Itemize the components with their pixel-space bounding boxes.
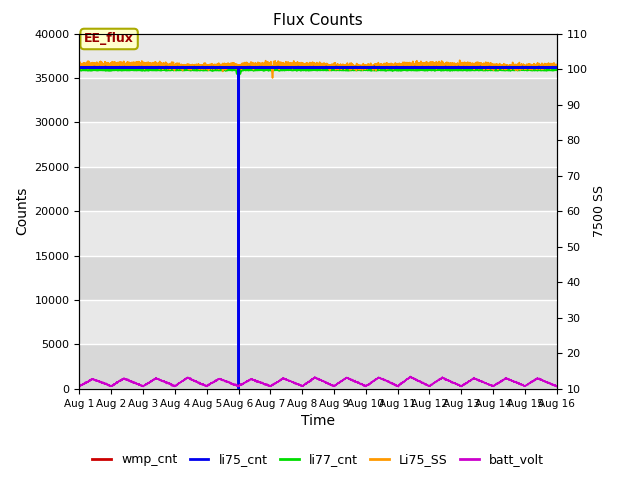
Bar xyxy=(79,78,557,122)
Bar xyxy=(79,167,557,211)
Bar xyxy=(79,211,557,255)
Bar xyxy=(79,34,557,78)
X-axis label: Time: Time xyxy=(301,414,335,428)
Bar xyxy=(79,300,557,345)
Y-axis label: 7500 SS: 7500 SS xyxy=(593,185,606,237)
Bar xyxy=(79,345,557,389)
Legend: wmp_cnt, li75_cnt, li77_cnt, Li75_SS, batt_volt: wmp_cnt, li75_cnt, li77_cnt, Li75_SS, ba… xyxy=(87,448,549,471)
Y-axis label: Counts: Counts xyxy=(15,187,29,235)
Bar xyxy=(79,122,557,167)
Title: Flux Counts: Flux Counts xyxy=(273,13,363,28)
Bar xyxy=(79,255,557,300)
Text: EE_flux: EE_flux xyxy=(84,33,134,46)
